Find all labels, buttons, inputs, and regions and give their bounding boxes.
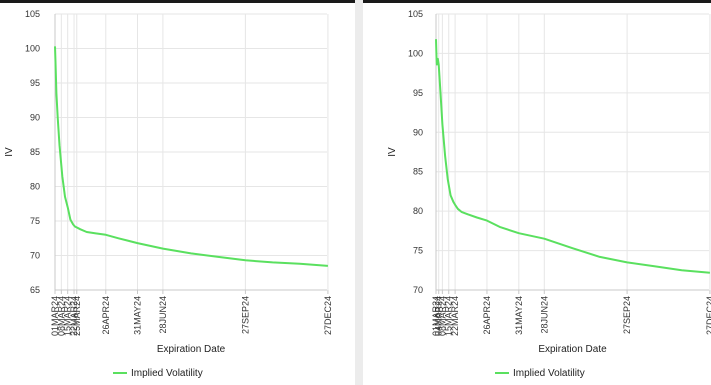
legend[interactable]: Implied Volatility bbox=[495, 368, 585, 379]
y-tick-label: 95 bbox=[413, 88, 423, 98]
y-tick-label: 85 bbox=[30, 147, 40, 157]
x-tick-label: 22MAR24 bbox=[450, 296, 460, 336]
chart-left: 65 70 75 80 85 90 95 100 105 01MAR2408MAR2415MAR2… bbox=[4, 9, 333, 379]
x-tick-label: 27SEP24 bbox=[622, 296, 632, 334]
x-tick-label: 27DEC24 bbox=[323, 296, 333, 335]
y-tick-label: 95 bbox=[30, 78, 40, 88]
x-tick-label: 08MAR24 bbox=[56, 296, 66, 336]
x-tick-label: 22MAR24 bbox=[69, 296, 79, 336]
x-tick-label: 25MAR24 bbox=[72, 296, 82, 336]
y-tick-label: 100 bbox=[25, 44, 40, 54]
x-tick-label: 08MAR24 bbox=[437, 296, 447, 336]
y-axis-title: IV bbox=[387, 147, 398, 157]
x-tick-label: 31MAY24 bbox=[133, 296, 143, 335]
y-tick-label: 80 bbox=[413, 206, 423, 216]
y-tick-label: 75 bbox=[30, 216, 40, 226]
x-tick-label: 01MAR24 bbox=[431, 296, 441, 336]
y-tick-label: 70 bbox=[30, 251, 40, 261]
y-tick-label: 85 bbox=[413, 167, 423, 177]
y-tick-label: 90 bbox=[413, 127, 423, 137]
x-tick-label: 15MAR24 bbox=[63, 296, 73, 336]
y-tick-label: 100 bbox=[408, 48, 423, 58]
x-tick-label: 26APR24 bbox=[101, 296, 111, 335]
series-line-implied-volatility bbox=[435, 39, 710, 274]
chart-right: 70 75 80 85 90 95 100 105 01MAR2404MAR2408MAR241… bbox=[387, 9, 711, 379]
x-tick-label: 15MAR24 bbox=[444, 296, 454, 336]
x-axis-title: Expiration Date bbox=[538, 344, 607, 355]
y-tick-label: 75 bbox=[413, 246, 423, 256]
y-tick-label: 105 bbox=[408, 9, 423, 19]
y-tick-label: 70 bbox=[413, 285, 423, 295]
y-tick-label: 90 bbox=[30, 113, 40, 123]
y-tick-label: 65 bbox=[30, 285, 40, 295]
x-tick-label: 27SEP24 bbox=[240, 296, 250, 334]
y-axis-title: IV bbox=[4, 147, 15, 157]
x-tick-label: 28JUN24 bbox=[539, 296, 549, 334]
legend-label: Implied Volatility bbox=[513, 368, 585, 379]
panel-divider bbox=[355, 0, 363, 385]
x-tick-label: 26APR24 bbox=[482, 296, 492, 335]
x-tick-label: 31MAY24 bbox=[514, 296, 524, 335]
x-axis-title: Expiration Date bbox=[157, 344, 226, 355]
series-line-implied-volatility bbox=[54, 46, 328, 267]
x-tick-label: 04MAR24 bbox=[434, 296, 444, 336]
x-tick-label: 01MAR24 bbox=[50, 296, 60, 336]
y-tick-label: 105 bbox=[25, 9, 40, 19]
legend[interactable]: Implied Volatility bbox=[113, 368, 203, 379]
x-tick-label: 28JUN24 bbox=[158, 296, 168, 334]
legend-label: Implied Volatility bbox=[131, 368, 203, 379]
x-tick-label: 27DEC24 bbox=[705, 296, 711, 335]
y-tick-label: 80 bbox=[30, 182, 40, 192]
